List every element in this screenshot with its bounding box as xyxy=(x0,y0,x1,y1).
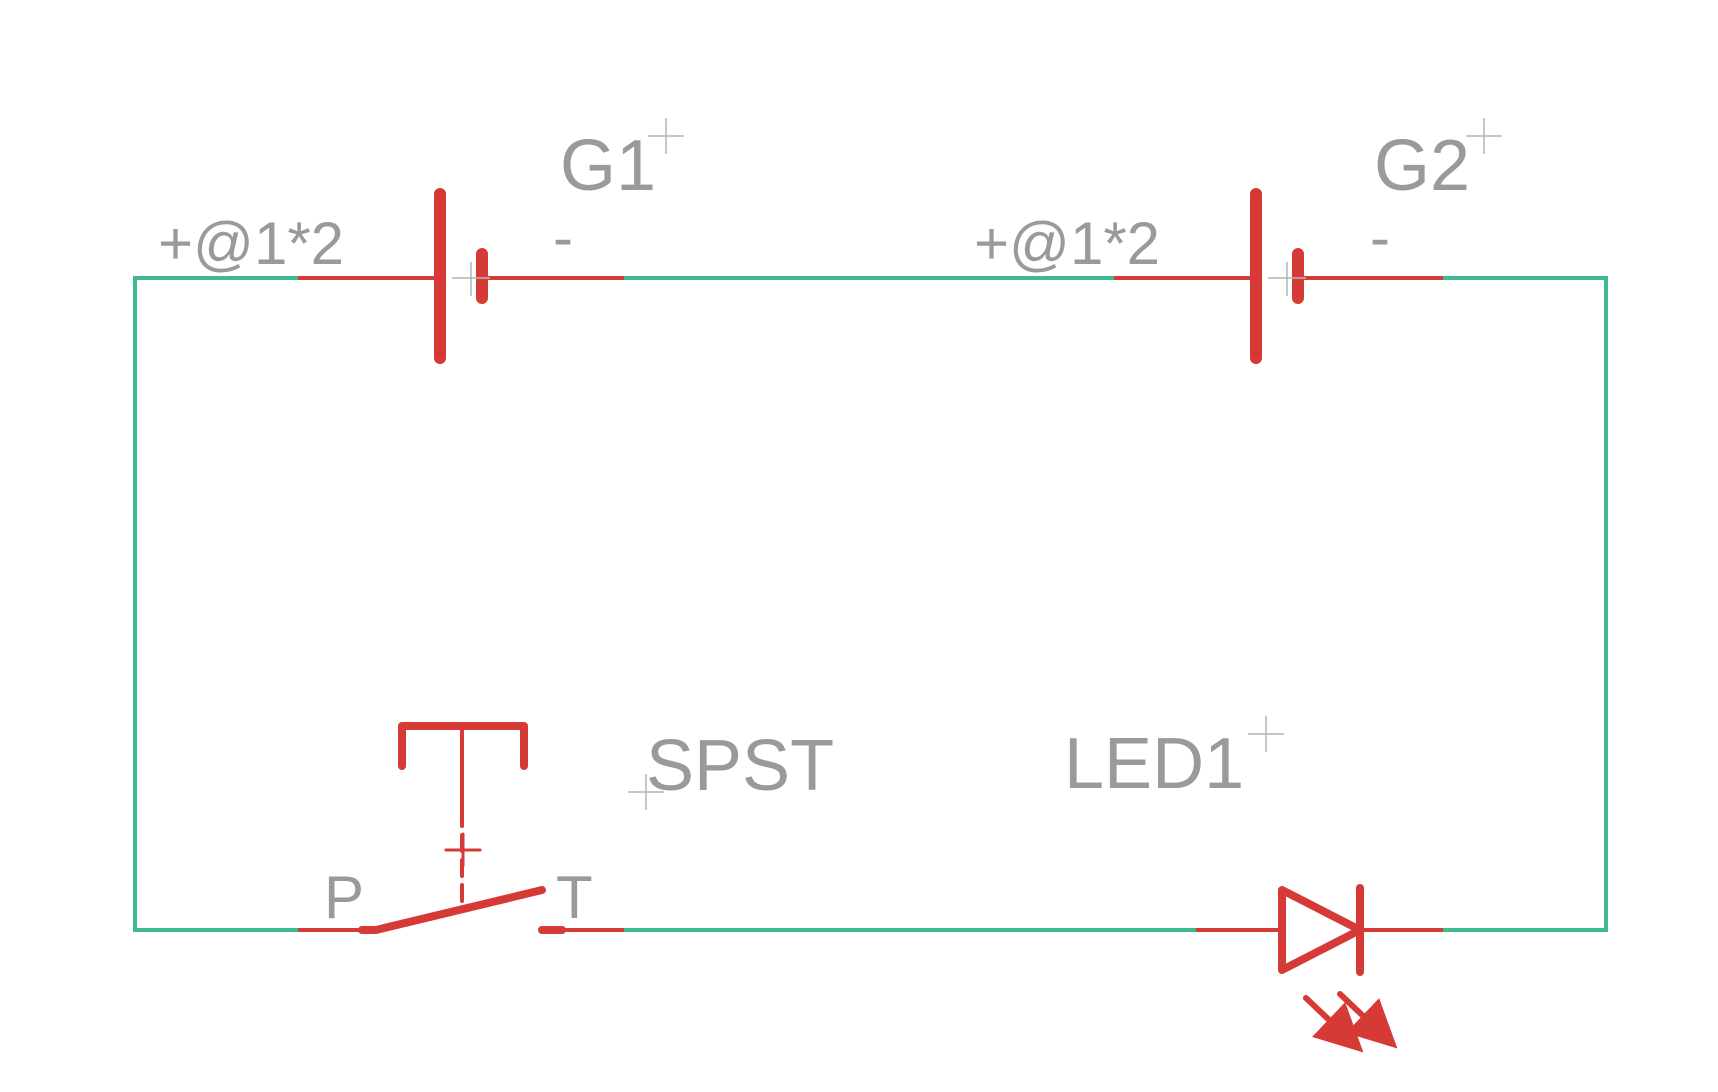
led-name-origin-cross xyxy=(1248,716,1284,752)
switch-name-label: SPST xyxy=(646,726,834,806)
led-led1[interactable]: LED1 xyxy=(1064,716,1443,1053)
g2-origin-cross xyxy=(1268,262,1306,296)
battery-g1[interactable]: G1 +@1*2 - xyxy=(158,118,684,364)
g1-plus-label: +@1*2 xyxy=(158,210,344,277)
wires xyxy=(133,276,1608,932)
g1-name-origin-cross xyxy=(648,118,684,154)
g2-plus-label: +@1*2 xyxy=(974,210,1160,277)
switch-origin-cross xyxy=(444,832,482,868)
led-triangle xyxy=(1278,886,1364,974)
led-emission-arrow-1 xyxy=(1303,995,1364,1053)
led-name-label: LED1 xyxy=(1064,724,1244,804)
switch-pin-t-label: T xyxy=(556,864,593,931)
g1-origin-cross xyxy=(452,262,490,296)
g2-name-origin-cross xyxy=(1466,118,1502,154)
g2-minus-label: - xyxy=(1370,204,1390,271)
led-emission-arrow-2 xyxy=(1337,991,1398,1049)
g1-name-label: G1 xyxy=(560,126,656,206)
switch-pin-p-label: P xyxy=(324,864,364,931)
switch-contact-lever xyxy=(358,886,546,934)
switch-spst[interactable]: SPST P T xyxy=(298,722,834,934)
g1-minus-label: - xyxy=(553,204,573,271)
g2-name-label: G2 xyxy=(1374,126,1470,206)
battery-g2[interactable]: G2 +@1*2 - xyxy=(974,118,1502,364)
switch-name-origin-cross xyxy=(628,774,664,810)
